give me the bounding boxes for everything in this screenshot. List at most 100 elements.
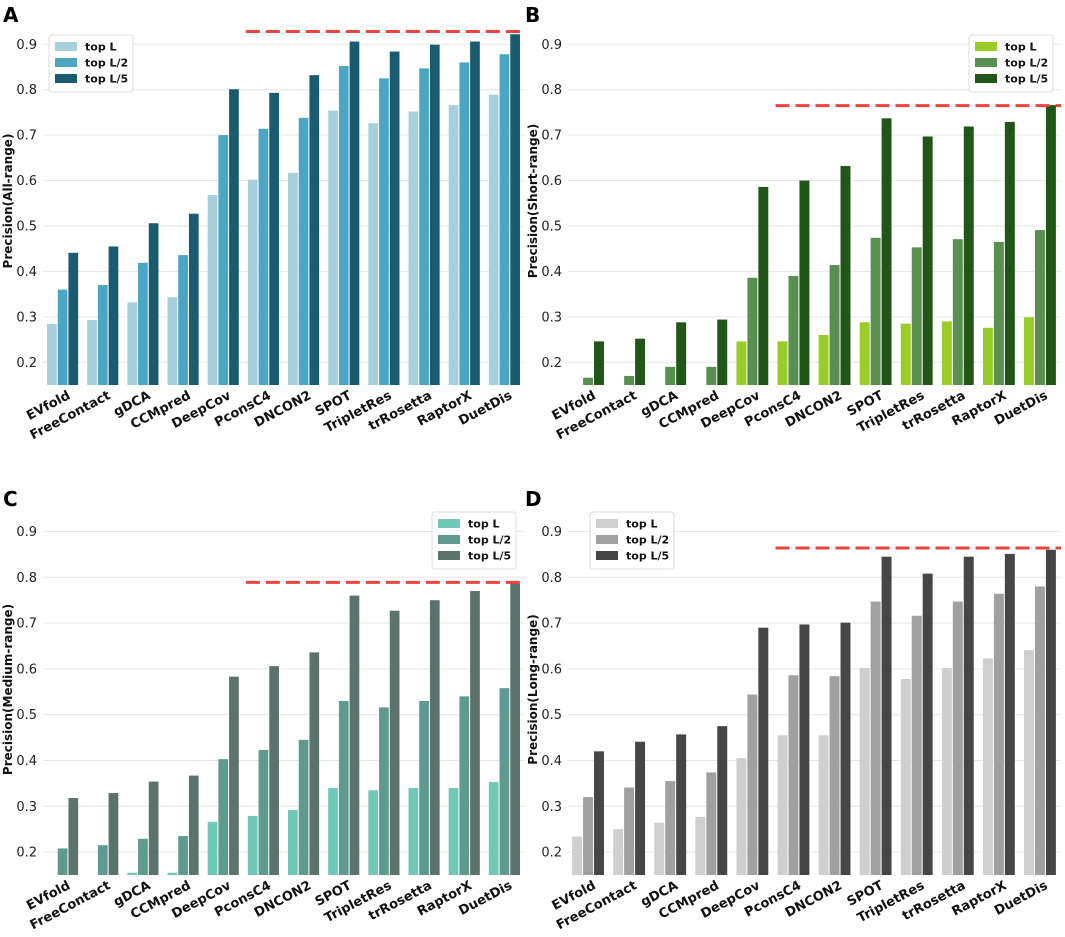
legend-swatch <box>596 551 618 560</box>
bar <box>510 583 520 875</box>
y-axis-label: Precision(Short-range) <box>526 124 540 278</box>
bar <box>922 573 933 875</box>
panel-a: A 0.2 0.3 0.4 0.5 0.6 0.7 0.8 0.9 Precision(All-r… <box>1 3 525 443</box>
legend-label: top L <box>85 41 117 54</box>
bar <box>338 700 349 875</box>
bar <box>788 275 799 385</box>
y-tick-label: 0.3 <box>541 310 562 325</box>
bar <box>127 302 138 385</box>
legend-swatch <box>975 74 997 83</box>
bar <box>829 265 840 385</box>
legend-swatch <box>596 519 618 528</box>
bar <box>941 667 952 875</box>
panel-letter: D <box>525 487 542 511</box>
bar <box>459 62 470 385</box>
bar <box>993 593 1004 875</box>
bar <box>881 118 892 385</box>
bar <box>1034 586 1045 875</box>
y-tick-label: 0.6 <box>16 662 37 677</box>
legend-swatch <box>55 58 77 67</box>
bar <box>818 335 829 385</box>
bar <box>127 872 138 875</box>
legend-label: top L/2 <box>1005 57 1048 70</box>
bar <box>952 239 963 385</box>
bar <box>840 166 851 385</box>
bar <box>952 601 963 875</box>
bar <box>1004 553 1015 875</box>
legend: top L top L/2 top L/5 <box>968 34 1054 93</box>
bar <box>288 809 298 875</box>
bar <box>982 658 993 875</box>
bar <box>68 798 79 875</box>
bar <box>1045 549 1056 875</box>
bar <box>654 822 665 875</box>
bar <box>788 675 799 875</box>
bar <box>706 366 717 385</box>
bar <box>138 838 148 875</box>
y-tick-label: 0.6 <box>16 174 37 189</box>
legend-swatch <box>975 42 997 51</box>
bar <box>419 68 429 386</box>
bar <box>706 772 717 875</box>
y-axis-label: Precision(All-range) <box>1 134 15 269</box>
y-axis-label: Precision(Medium-range) <box>1 604 15 775</box>
bar <box>368 123 379 386</box>
bar <box>87 320 97 385</box>
bar <box>349 595 360 875</box>
bar <box>258 749 269 875</box>
bar <box>178 836 188 875</box>
bar <box>758 627 769 875</box>
legend-swatch <box>438 551 460 560</box>
bar <box>758 186 769 385</box>
bar <box>717 726 728 875</box>
bar <box>269 92 279 385</box>
legend-label: top L/2 <box>468 534 511 547</box>
bar <box>736 758 747 875</box>
bar <box>247 179 258 385</box>
bar <box>108 246 119 385</box>
bar <box>57 848 68 875</box>
bar <box>258 128 269 385</box>
legend-label: top L/2 <box>626 534 669 547</box>
bar <box>1034 230 1045 385</box>
bar <box>188 213 199 385</box>
bar <box>665 781 676 875</box>
bar <box>941 321 952 385</box>
legend-swatch <box>438 519 460 528</box>
bar <box>207 195 218 385</box>
y-tick-label: 0.4 <box>541 265 562 280</box>
bar <box>1024 650 1034 875</box>
bar <box>207 821 218 875</box>
bar <box>799 180 810 385</box>
bar <box>379 707 389 875</box>
bar <box>269 666 279 875</box>
y-tick-label: 0.5 <box>16 219 37 234</box>
bar <box>993 241 1004 385</box>
y-tick-label: 0.6 <box>541 174 562 189</box>
bar <box>97 845 108 875</box>
bar <box>911 615 922 875</box>
bar <box>328 110 338 386</box>
bar <box>499 688 510 875</box>
y-tick-label: 0.4 <box>541 754 562 769</box>
bar <box>870 237 881 385</box>
bar <box>613 829 624 875</box>
bar <box>1045 105 1056 385</box>
bar <box>429 44 440 385</box>
legend-label: top L/5 <box>468 550 511 563</box>
bar <box>368 790 379 875</box>
bar <box>799 624 810 875</box>
bar <box>419 700 429 875</box>
bar <box>229 89 239 386</box>
panel-letter: B <box>525 3 540 27</box>
bar <box>594 751 604 875</box>
bar <box>288 172 298 385</box>
y-tick-label: 0.8 <box>16 83 37 98</box>
y-axis-label: Precision(Long-range) <box>526 614 540 764</box>
bar <box>379 78 389 385</box>
bar <box>298 739 309 875</box>
y-tick-label: 0.2 <box>16 846 37 861</box>
bar <box>840 622 851 875</box>
bar <box>229 676 239 875</box>
